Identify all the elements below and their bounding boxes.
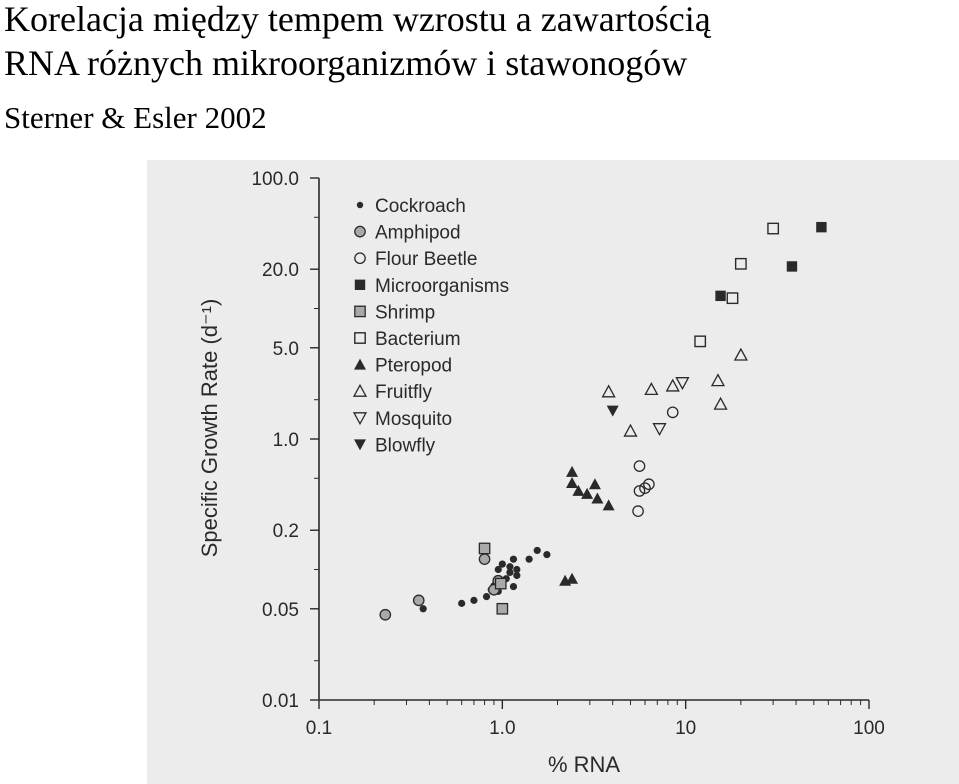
point-flour-beetle xyxy=(632,505,644,517)
legend-marker-microorganisms xyxy=(354,279,366,290)
point-amphipod xyxy=(412,594,425,607)
point-microorganisms xyxy=(816,221,827,233)
point-cockroach xyxy=(494,565,502,574)
point-microorganisms xyxy=(715,290,726,302)
point-amphipod xyxy=(478,553,491,566)
legend-label-microorganisms: Microorganisms xyxy=(375,276,509,297)
point-pteropod xyxy=(581,487,594,499)
point-cockroach xyxy=(482,592,491,601)
point-cockroach xyxy=(533,546,541,555)
point-shrimp xyxy=(478,542,491,555)
chart-legend: Cockroach Amphipod Flour Beetle Microorgani… xyxy=(352,196,509,456)
legend-marker-amphipod xyxy=(354,225,366,238)
page-title-line-2: RNA różnych mikroorganizmów i stawonogów xyxy=(4,43,688,83)
point-pteropod xyxy=(588,478,601,490)
y-tick-label: 0.05 xyxy=(262,600,299,621)
legend-label-mosquito: Mosquito xyxy=(375,409,452,430)
point-bacterium xyxy=(694,335,707,348)
legend-label-shrimp: Shrimp xyxy=(375,302,435,323)
legend-marker-bacterium xyxy=(354,332,366,344)
legend-label-amphipod: Amphipod xyxy=(375,223,461,244)
point-cockroach xyxy=(543,551,551,559)
point-pteropod xyxy=(566,465,579,477)
legend-label-bacterium: Bacterium xyxy=(375,329,461,350)
point-pteropod xyxy=(566,477,579,489)
point-cockroach xyxy=(509,582,518,591)
point-cockroach xyxy=(470,596,478,604)
point-shrimp xyxy=(496,602,509,615)
y-tick-label: 20.0 xyxy=(262,260,299,281)
point-flour-beetle xyxy=(639,482,651,495)
point-cockroach xyxy=(513,571,521,580)
y-axis-label: Specific Growth Rate (d⁻¹) xyxy=(197,299,222,558)
legend-marker-blowfly xyxy=(354,439,366,451)
point-fruitfly xyxy=(623,423,638,437)
point-cockroach xyxy=(419,605,427,613)
point-pteropod xyxy=(602,499,615,511)
point-cockroach xyxy=(525,555,533,563)
y-tick-label: 1.0 xyxy=(273,430,299,451)
point-shrimp xyxy=(494,577,507,590)
point-fruitfly xyxy=(644,382,659,396)
data-points xyxy=(379,221,827,621)
point-microorganisms xyxy=(786,261,798,272)
point-mosquito xyxy=(652,423,667,437)
point-fruitfly xyxy=(713,396,728,410)
y-tick-label: 0.2 xyxy=(273,521,299,542)
legend-marker-mosquito xyxy=(352,412,368,426)
page-title-line-1: Korelacja między tempem wzrostu a zawart… xyxy=(4,0,711,39)
point-cockroach xyxy=(498,560,506,568)
x-tick-label: 1.0 xyxy=(489,718,515,739)
point-pteropod xyxy=(572,484,585,496)
point-cockroach xyxy=(506,568,514,577)
legend-label-flour-beetle: Flour Beetle xyxy=(375,249,477,270)
legend-marker-pteropod xyxy=(354,358,366,370)
point-flour-beetle xyxy=(643,478,655,491)
point-flour-beetle xyxy=(633,460,646,472)
point-pteropod xyxy=(591,492,604,504)
x-axis-ticks: 0.1 1.0 10 100 xyxy=(306,700,885,739)
legend-label-cockroach: Cockroach xyxy=(375,196,466,217)
point-cockroach xyxy=(509,555,518,563)
legend-label-blowfly: Blowfly xyxy=(375,435,436,456)
point-fruitfly xyxy=(665,378,680,392)
legend-label-pteropod: Pteropod xyxy=(375,356,452,377)
scatter-chart: 0.1 1.0 10 100 0.01 0.05 0.2 1.0 5.0 20.0 100.0 C… xyxy=(197,169,885,777)
legend-marker-fruitfly xyxy=(352,383,368,397)
point-amphipod xyxy=(379,608,392,621)
point-bacterium xyxy=(734,257,747,270)
point-cockroach xyxy=(513,565,521,574)
point-fruitfly xyxy=(710,373,726,387)
point-fruitfly xyxy=(733,347,748,361)
point-blowfly xyxy=(606,405,619,417)
y-tick-label: 100.0 xyxy=(251,169,299,190)
y-axis-ticks: 0.01 0.05 0.2 1.0 5.0 20.0 100.0 xyxy=(251,169,319,712)
legend-marker-cockroach xyxy=(356,201,364,209)
x-tick-label: 10 xyxy=(675,718,696,739)
legend-label-fruitfly: Fruitfly xyxy=(375,382,433,403)
scanned-chart-panel: 0.1 1.0 10 100 0.01 0.05 0.2 1.0 5.0 20.0 100.0 C… xyxy=(147,160,959,784)
point-bacterium xyxy=(726,292,739,305)
legend-marker-shrimp xyxy=(354,305,366,318)
y-tick-label: 5.0 xyxy=(273,339,299,360)
point-mosquito xyxy=(675,377,690,391)
point-flour-beetle xyxy=(666,406,679,419)
x-tick-label: 0.1 xyxy=(306,718,332,739)
point-fruitfly xyxy=(601,384,616,398)
point-flour-beetle xyxy=(633,485,646,497)
point-pteropod xyxy=(566,572,579,584)
y-tick-label: 0.01 xyxy=(262,691,299,712)
x-tick-label: 100 xyxy=(853,718,885,739)
point-cockroach xyxy=(458,599,466,607)
page-subtitle-citation: Sterner & Esler 2002 xyxy=(4,100,267,135)
legend-marker-flour-beetle xyxy=(354,252,366,265)
point-cockroach xyxy=(506,563,514,571)
x-axis-label: % RNA xyxy=(548,752,620,777)
point-bacterium xyxy=(767,222,780,235)
